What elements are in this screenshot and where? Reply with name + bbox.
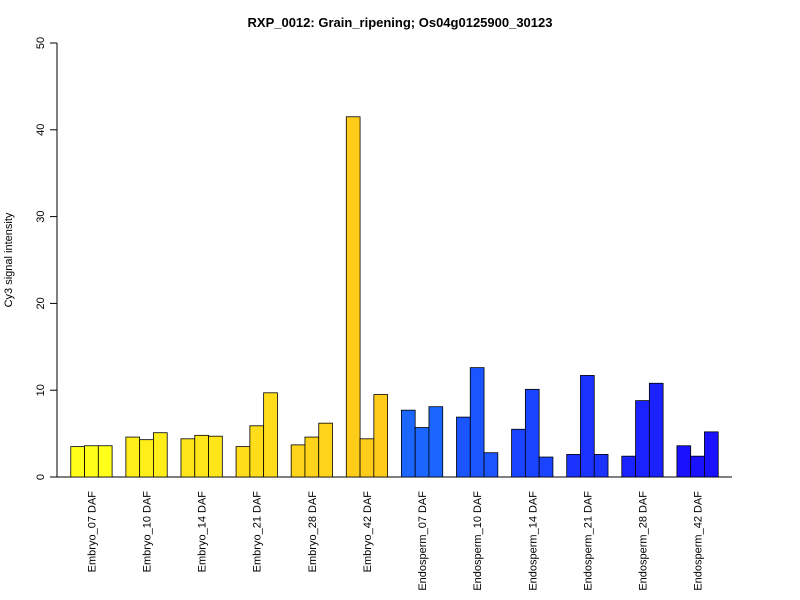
bar bbox=[483, 452, 499, 478]
x-category-label: Endosperm_21 DAF bbox=[582, 491, 594, 591]
bar bbox=[249, 425, 265, 478]
y-tick-label: 20 bbox=[35, 297, 47, 309]
bar bbox=[139, 439, 154, 478]
x-category-label: Endosperm_10 DAF bbox=[472, 491, 484, 591]
bar bbox=[593, 454, 609, 478]
bars bbox=[70, 116, 719, 478]
category-labels: Embryo_07 DAF Embryo_10 DAF Embryo_14 DAF E… bbox=[86, 491, 704, 591]
bar bbox=[373, 394, 389, 478]
bar bbox=[538, 456, 554, 478]
bar bbox=[690, 455, 705, 478]
bar bbox=[676, 445, 692, 478]
y-tick-label: 10 bbox=[35, 384, 47, 396]
x-category-label: Endosperm_14 DAF bbox=[527, 491, 539, 591]
bar bbox=[97, 445, 113, 478]
y-axis: 0 10 20 30 40 50 bbox=[35, 37, 58, 480]
bar bbox=[414, 427, 430, 478]
bar bbox=[648, 382, 664, 478]
x-category-label: Embryo_14 DAF bbox=[197, 491, 209, 573]
bar bbox=[400, 409, 416, 478]
bar bbox=[428, 406, 444, 478]
bar bbox=[84, 445, 99, 478]
bar bbox=[70, 446, 85, 478]
bar bbox=[524, 388, 540, 478]
y-tick-label: 0 bbox=[35, 474, 47, 480]
bar bbox=[511, 428, 526, 478]
bar bbox=[580, 375, 595, 478]
bar bbox=[345, 116, 361, 478]
x-category-label: Embryo_42 DAF bbox=[362, 491, 374, 573]
bar bbox=[208, 435, 223, 478]
x-category-label: Embryo_07 DAF bbox=[86, 491, 98, 573]
bar bbox=[290, 444, 306, 478]
bar bbox=[180, 438, 196, 478]
x-category-label: Endosperm_07 DAF bbox=[417, 491, 429, 591]
x-category-label: Endosperm_28 DAF bbox=[637, 491, 649, 591]
bar bbox=[304, 436, 320, 478]
bar bbox=[153, 432, 168, 478]
y-axis-label: Cy3 signal intensity bbox=[3, 212, 15, 307]
y-tick-label: 30 bbox=[35, 210, 47, 222]
y-tick-label: 50 bbox=[35, 37, 47, 49]
chart-title: RXP_0012: Grain_ripening; Os04g0125900_3… bbox=[248, 15, 553, 30]
bar bbox=[235, 446, 251, 478]
x-category-label: Embryo_21 DAF bbox=[252, 491, 264, 573]
x-category-label: Embryo_28 DAF bbox=[307, 491, 319, 573]
bar bbox=[635, 400, 650, 478]
bar bbox=[318, 422, 333, 478]
bar bbox=[125, 436, 141, 478]
bar bbox=[359, 438, 375, 478]
bar bbox=[263, 392, 278, 478]
y-tick-label: 40 bbox=[35, 124, 47, 136]
bar bbox=[194, 434, 209, 478]
x-category-label: Endosperm_42 DAF bbox=[693, 491, 705, 591]
bar bbox=[469, 367, 485, 478]
x-category-label: Embryo_10 DAF bbox=[142, 491, 154, 573]
bar bbox=[566, 454, 581, 478]
bar bbox=[621, 455, 636, 478]
bar bbox=[456, 416, 471, 478]
bar bbox=[704, 431, 719, 478]
